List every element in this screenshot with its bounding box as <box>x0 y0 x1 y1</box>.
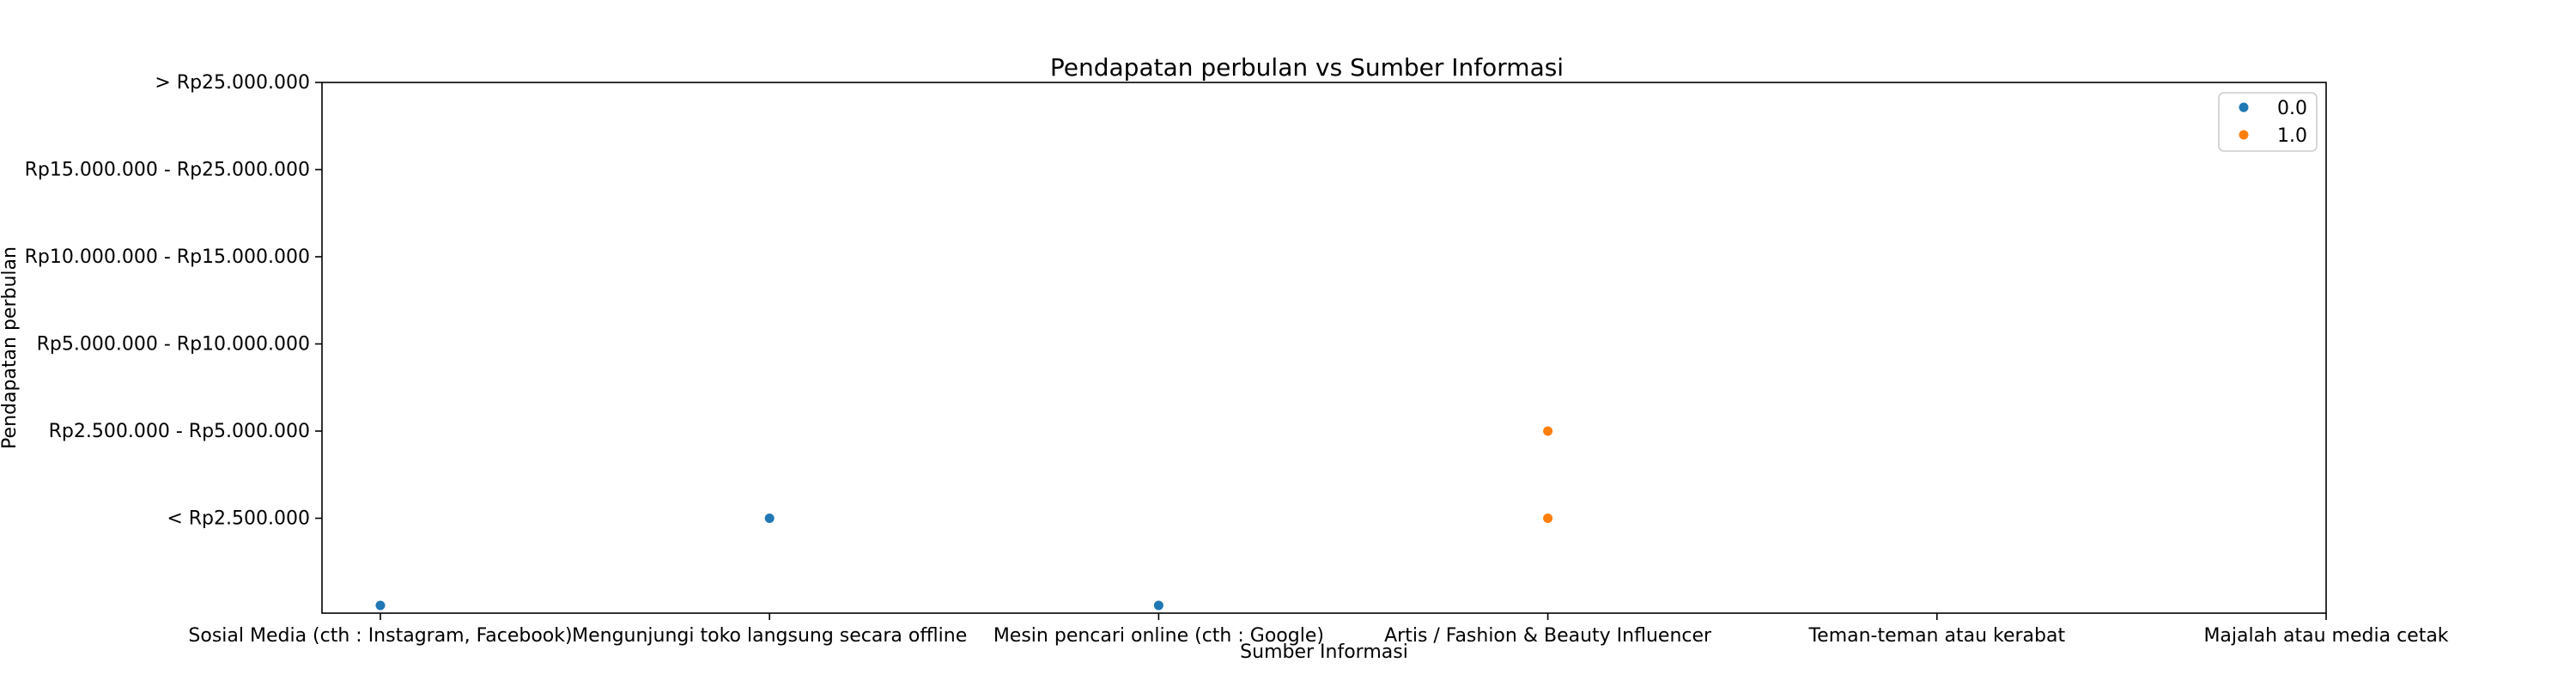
scatter-point-series-1 <box>1543 426 1553 436</box>
x-tick-label: Artis / Fashion & Beauty Influencer <box>1384 625 1712 647</box>
x-axis-label: Sumber Informasi <box>1240 641 1408 663</box>
scatter-point-series-0 <box>375 600 386 611</box>
y-tick-label: Rp10.000.000 - Rp15.000.000 <box>25 246 310 268</box>
legend: 0.01.0 <box>2218 92 2318 152</box>
plot-frame <box>321 82 2327 614</box>
data-points <box>375 426 1553 611</box>
y-axis-label: Pendapatan perbulan <box>0 246 21 449</box>
x-tick-label: Mengunjungi toko langsung secara offline <box>572 625 967 647</box>
x-axis-ticks: Sosial Media (cth : Instagram, Facebook)… <box>188 613 2449 647</box>
y-tick-label: > Rp25.000.000 <box>155 72 310 94</box>
legend-marker <box>2239 130 2249 140</box>
x-tick-label: Majalah atau media cetak <box>2203 625 2448 647</box>
y-tick-label: Rp2.500.000 - Rp5.000.000 <box>49 421 310 442</box>
x-tick-label: Sosial Media (cth : Instagram, Facebook) <box>188 625 572 647</box>
x-tick-label: Mesin pencari online (cth : Google) <box>993 625 1324 647</box>
scatter-point-series-0 <box>764 514 775 523</box>
x-tick-label: Teman-teman atau kerabat <box>1807 625 2065 647</box>
scatter-point-series-1 <box>1543 514 1553 523</box>
legend-marker <box>2239 102 2249 112</box>
legend-label: 0.0 <box>2277 98 2307 119</box>
y-axis-ticks: < Rp2.500.000 Rp2.500.000 - Rp5.000.000 Rp… <box>25 72 322 530</box>
legend-label: 1.0 <box>2277 125 2307 147</box>
chart-title: Pendapatan perbulan vs Sumber Informasi <box>1050 53 1564 82</box>
scatter-point-series-0 <box>1153 600 1163 611</box>
y-tick-label: Rp5.000.000 - Rp10.000.000 <box>37 334 310 356</box>
y-tick-label: < Rp2.500.000 <box>167 508 310 530</box>
y-tick-label: Rp15.000.000 - Rp25.000.000 <box>25 160 310 181</box>
